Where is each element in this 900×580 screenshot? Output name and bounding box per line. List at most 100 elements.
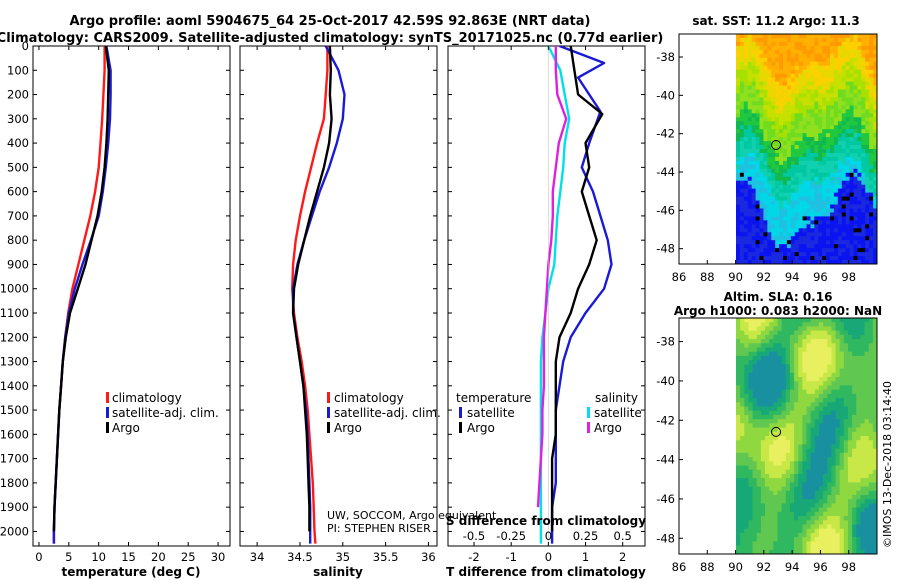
series-argo (291, 46, 333, 532)
sla-cell (777, 322, 783, 327)
sla-cell (748, 549, 753, 554)
sla-cell (760, 503, 766, 509)
sla-cell (843, 537, 849, 542)
sst-cell (798, 65, 803, 71)
sla-cell (864, 431, 870, 437)
sst-cell (747, 149, 753, 154)
sst-cell (775, 121, 780, 126)
sst-cell (841, 133, 847, 138)
sla-cell (823, 318, 828, 323)
sst-cell (861, 53, 866, 59)
sla-cell (736, 330, 741, 336)
sst-cell (798, 97, 803, 102)
sst-cell (763, 137, 768, 142)
sla-cell (777, 419, 783, 424)
sst-cell (767, 204, 772, 209)
sst-cell (779, 129, 784, 134)
sla-cell (810, 351, 816, 357)
sst-cell (814, 133, 819, 138)
sla-cell (794, 528, 799, 534)
depth-tick-label: 1300 (0, 355, 29, 369)
sst-cell (775, 160, 780, 166)
sla-cell (847, 419, 853, 424)
sla-cell (789, 499, 795, 504)
sst-cell (810, 41, 815, 47)
sla-cell (756, 486, 762, 492)
sst-cell (775, 208, 780, 213)
sla-cell (752, 436, 758, 441)
sst-cell (759, 216, 764, 221)
sst-cell (806, 216, 811, 221)
sst-cell (771, 93, 776, 98)
sst-cell (775, 57, 780, 63)
sst-cell (790, 160, 796, 166)
sla-cell (748, 503, 753, 509)
sst-cell (755, 65, 760, 71)
sla-cell (756, 549, 762, 554)
sla-cell (810, 537, 816, 542)
sst-cell (837, 125, 843, 130)
sla-cell (794, 322, 799, 327)
sst-cell (747, 85, 753, 90)
sst-cell (845, 77, 850, 82)
sla-x-tick-label: 86 (672, 560, 687, 574)
sst-cell (826, 260, 831, 264)
sla-cell (831, 532, 836, 538)
sst-cell (751, 69, 756, 75)
sla-cell (802, 318, 807, 323)
s-difference-axis-label: S difference from climatology (446, 514, 646, 528)
sst-cell (798, 200, 803, 205)
sla-cell (756, 360, 762, 365)
sla-cell (773, 351, 778, 357)
sst-cell (826, 196, 831, 201)
sla-cell (773, 499, 778, 504)
sla-cell (760, 440, 766, 445)
sla-cell (868, 499, 874, 504)
sla-cell (736, 524, 741, 530)
sla-cell (756, 444, 762, 450)
sla-cell (736, 364, 741, 369)
sla-cell (760, 339, 766, 344)
sla-cell (802, 520, 807, 525)
sst-cell (818, 125, 823, 130)
sla-cell (748, 343, 753, 348)
sla-cell (843, 486, 849, 492)
sst-cell (822, 89, 827, 94)
sla-cell (810, 440, 816, 445)
sst-cell (826, 37, 831, 43)
sst-cell (739, 61, 745, 67)
sst-cell (814, 164, 819, 170)
sla-cell (794, 537, 799, 542)
sst-cell (763, 101, 768, 106)
sst-cell (810, 125, 815, 130)
sst-cell (833, 240, 839, 245)
sla-cell (806, 368, 812, 374)
sla-cell (818, 469, 824, 475)
sst-cell (751, 41, 756, 47)
sst-cell (873, 97, 877, 102)
sla-x-tick-label: 90 (728, 560, 743, 574)
sst-cell (865, 212, 870, 217)
sla-cell (744, 385, 749, 391)
sst-cell (747, 244, 753, 249)
sla-cell (831, 389, 836, 395)
sla-cell (831, 318, 836, 323)
sst-cell (775, 137, 780, 142)
sla-cell (864, 444, 870, 450)
sla-cell (769, 364, 774, 369)
sst-cell (810, 49, 815, 55)
sla-cell (769, 402, 774, 407)
sla-cell (852, 478, 857, 483)
sst-cell (830, 77, 835, 82)
sla-cell (806, 389, 812, 395)
sst-cell (841, 200, 847, 205)
sla-cell (806, 452, 812, 458)
sla-cell (794, 461, 799, 466)
sla-cell (748, 347, 753, 353)
sla-cell (789, 490, 795, 496)
sst-cell (739, 188, 745, 194)
sst-cell (763, 69, 768, 75)
sla-cell (872, 360, 877, 365)
sla-cell (860, 385, 865, 391)
sst-cell (763, 53, 768, 59)
